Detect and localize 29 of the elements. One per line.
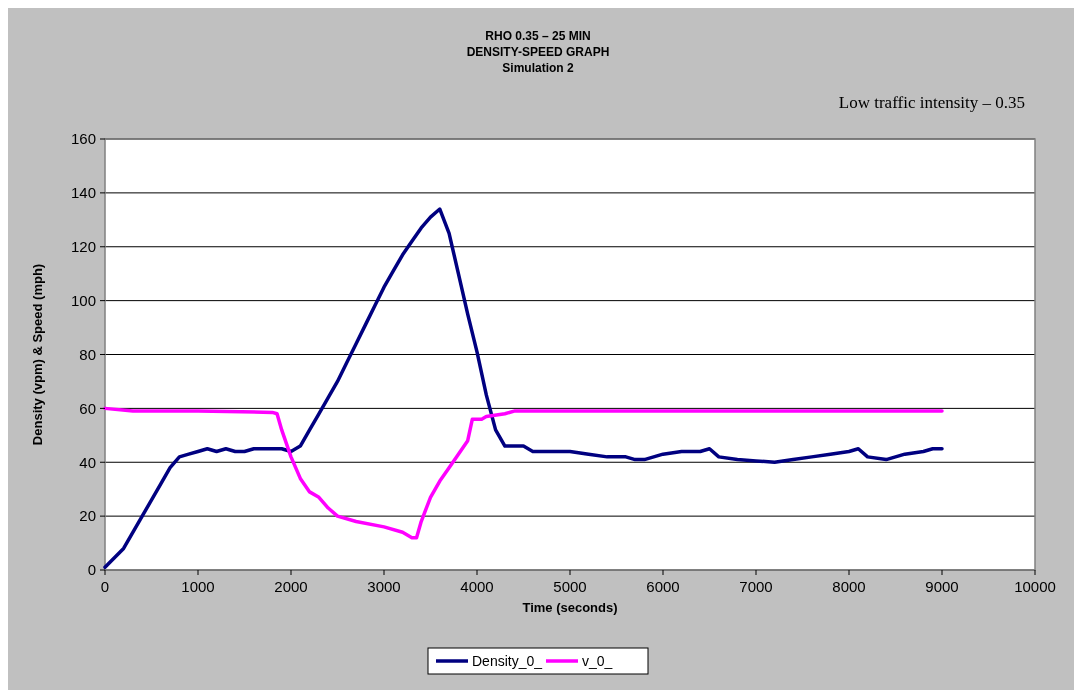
y-tick-label: 60 [79, 399, 96, 417]
x-tick-label: 1000 [181, 578, 215, 595]
y-tick-label: 20 [79, 507, 96, 525]
x-tick-label: 2000 [274, 578, 308, 595]
line-series [103, 406, 944, 540]
line-series [103, 207, 944, 570]
y-tick-label: 100 [70, 291, 96, 309]
x-tick-label: 9000 [925, 578, 959, 595]
y-tick-label: 40 [79, 453, 96, 471]
x-tick-label: 6000 [646, 578, 680, 595]
text: Low traffic intensity – 0.35 [838, 93, 1025, 112]
x-tick-label: 7000 [739, 578, 773, 595]
x-axis-title: Time (seconds) [522, 600, 618, 615]
x-tick-label: 10000 [1014, 578, 1056, 595]
x-tick-label: 4000 [460, 578, 494, 595]
x-tick-label: 8000 [832, 578, 866, 595]
y-tick-label: 80 [79, 345, 96, 363]
legend-label: Density_0_ [472, 652, 543, 669]
chart-subtitle: Simulation 2 [502, 61, 574, 75]
chart-title: RHO 0.35 – 25 MIN DENSITY-SPEED GRAPH [466, 29, 610, 59]
y-tick-label: 140 [70, 184, 96, 202]
y-axis-title: Density (vpm) & Speed (mph) [30, 263, 45, 446]
legend-label: v_0_ [582, 652, 613, 669]
y-tick-label: 120 [70, 238, 96, 255]
x-tick-label: 5000 [553, 578, 587, 595]
y-tick-label: 160 [70, 130, 96, 148]
x-tick-label: 0 [100, 578, 110, 595]
x-tick-label: 3000 [367, 578, 401, 595]
y-tick-label: 0 [87, 561, 96, 579]
